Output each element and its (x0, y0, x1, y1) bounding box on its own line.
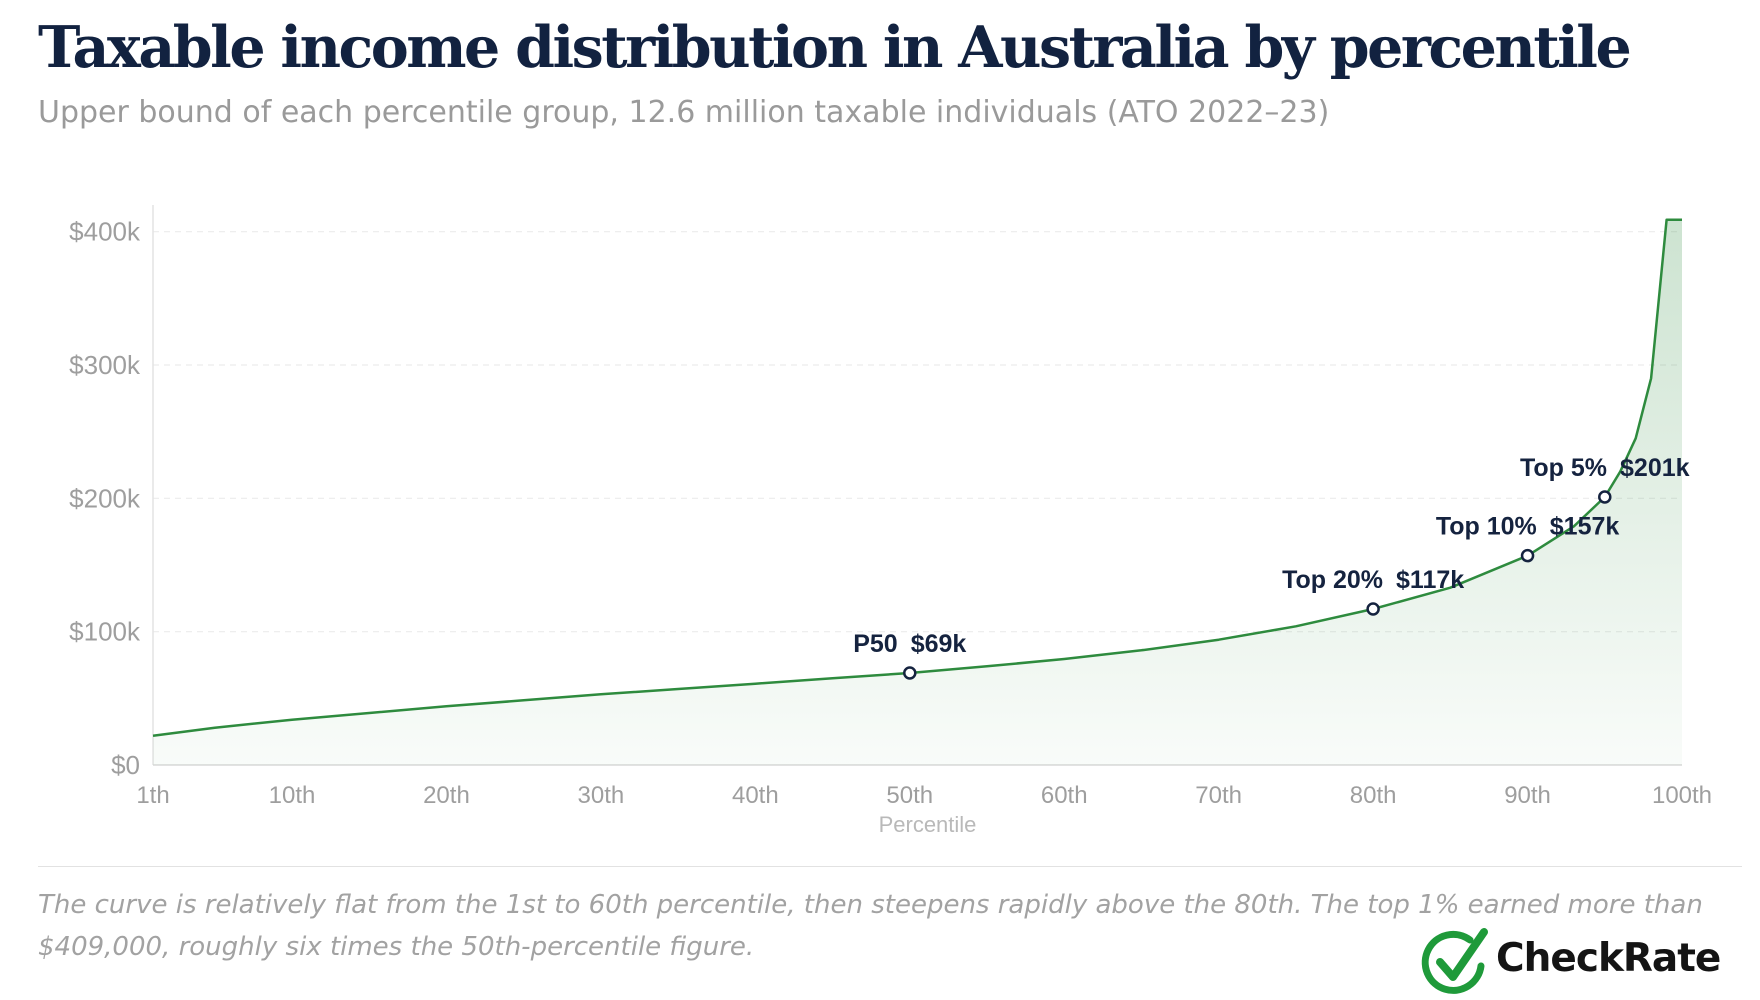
annotation-label: P50 $69k (853, 630, 966, 658)
x-tick-labels: 1th 10th 20th 30th 40th 50th 60th 70th 80th 90th 1… (136, 782, 1712, 809)
check-circle-icon (1421, 928, 1488, 994)
x-tick-label: 30th (578, 782, 625, 809)
y-tick-label: $0 (111, 750, 140, 780)
income-area (153, 219, 1682, 765)
x-tick-label: 1th (136, 782, 169, 809)
x-tick-label: 80th (1350, 782, 1397, 809)
income-percentile-chart: $0 $100k $200k $300k $400k 1th 10th 20th 30th 40… (69, 205, 1712, 837)
annotation-marker (1366, 602, 1380, 616)
y-tick-labels: $0 $100k $200k $300k $400k (69, 217, 141, 780)
brand-name: CheckRate (1496, 936, 1721, 981)
annotation: Top 10% $157k (1436, 513, 1620, 563)
annotation-name: P50 (853, 630, 897, 658)
chart-note: The curve is relatively flat from the 1s… (38, 890, 1703, 962)
x-tick-label: 100th (1652, 782, 1712, 809)
annotation-name: Top 5% (1520, 454, 1607, 482)
annotation-label: Top 10% $157k (1436, 513, 1620, 541)
annotation-name: Top 10% (1436, 513, 1537, 541)
annotation-value: $157k (1550, 513, 1620, 541)
x-tick-label: 10th (269, 782, 316, 809)
annotation-marker (1520, 548, 1535, 563)
y-tick-label: $100k (69, 617, 141, 647)
chart-subtitle: Upper bound of each percentile group, 12… (38, 95, 1330, 130)
annotation-value: $69k (911, 630, 967, 658)
annotations: P50 $69k Top 20% $117k Top 10% $157k Top 5% $20… (853, 454, 1690, 680)
chart-title: Taxable income distribution in Australia… (38, 14, 1632, 81)
x-tick-label: 90th (1504, 782, 1551, 809)
footer-divider (38, 866, 1742, 867)
brand-logo: CheckRate (1418, 922, 1721, 1000)
annotation-name: Top 20% (1282, 566, 1383, 594)
annotation-label: Top 20% $117k (1282, 566, 1464, 594)
x-tick-label: 20th (423, 782, 470, 809)
grid-lines (153, 231, 1682, 633)
annotation-label: Top 5% $201k (1520, 454, 1690, 482)
annotation: P50 $69k (853, 630, 966, 680)
y-tick-label: $400k (69, 217, 141, 247)
x-tick-label: 40th (732, 782, 779, 809)
x-tick-label: 60th (1041, 782, 1088, 809)
annotation: Top 20% $117k (1282, 566, 1464, 616)
x-axis-label: Percentile (879, 812, 977, 837)
x-tick-label: 50th (886, 782, 933, 809)
annotation-marker (1598, 490, 1612, 504)
annotation-value: $201k (1620, 454, 1690, 482)
annotation-marker (903, 666, 917, 680)
x-tick-label: 70th (1195, 782, 1242, 809)
annotation-value: $117k (1396, 566, 1464, 594)
annotation: Top 5% $201k (1520, 454, 1690, 504)
y-tick-label: $300k (69, 350, 141, 380)
income-line (152, 218, 1682, 737)
y-tick-label: $200k (69, 483, 141, 513)
